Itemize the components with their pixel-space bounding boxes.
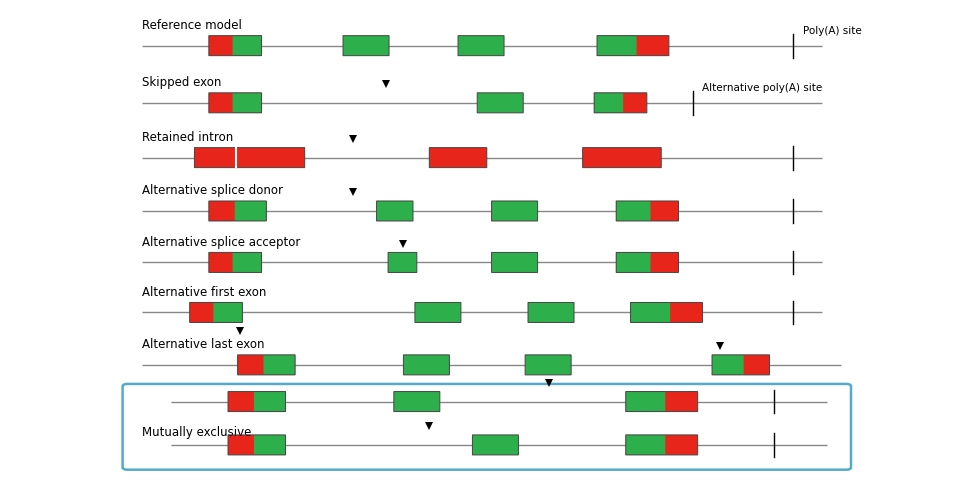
Text: Alternative splice donor: Alternative splice donor (142, 184, 282, 197)
FancyBboxPatch shape (594, 93, 623, 113)
FancyBboxPatch shape (630, 303, 670, 322)
FancyBboxPatch shape (429, 147, 487, 168)
FancyBboxPatch shape (254, 435, 285, 455)
Text: Alternative poly(A) site: Alternative poly(A) site (703, 83, 822, 94)
FancyBboxPatch shape (232, 93, 261, 113)
Text: Alternative last exon: Alternative last exon (142, 338, 264, 351)
FancyBboxPatch shape (616, 201, 651, 221)
FancyBboxPatch shape (477, 93, 523, 113)
Text: Poly(A) site: Poly(A) site (803, 26, 862, 36)
FancyBboxPatch shape (209, 253, 261, 272)
FancyBboxPatch shape (626, 435, 698, 455)
Text: Skipped exon: Skipped exon (142, 76, 221, 89)
FancyBboxPatch shape (616, 253, 679, 272)
Text: Reference model: Reference model (142, 19, 242, 32)
FancyBboxPatch shape (213, 303, 242, 322)
FancyBboxPatch shape (472, 435, 519, 455)
FancyBboxPatch shape (343, 36, 389, 55)
FancyBboxPatch shape (232, 253, 261, 272)
FancyBboxPatch shape (597, 36, 669, 55)
FancyBboxPatch shape (209, 36, 261, 55)
FancyBboxPatch shape (403, 355, 449, 375)
FancyBboxPatch shape (195, 147, 305, 168)
FancyBboxPatch shape (630, 303, 703, 322)
FancyBboxPatch shape (190, 303, 242, 322)
FancyBboxPatch shape (232, 36, 261, 55)
FancyBboxPatch shape (594, 93, 647, 113)
Text: Retained intron: Retained intron (142, 131, 233, 144)
FancyBboxPatch shape (228, 435, 285, 455)
FancyBboxPatch shape (254, 391, 285, 412)
FancyBboxPatch shape (626, 391, 698, 412)
FancyBboxPatch shape (582, 147, 661, 168)
FancyBboxPatch shape (209, 93, 261, 113)
FancyBboxPatch shape (388, 253, 416, 272)
FancyBboxPatch shape (458, 36, 504, 55)
FancyBboxPatch shape (492, 253, 538, 272)
FancyBboxPatch shape (228, 391, 285, 412)
FancyBboxPatch shape (712, 355, 743, 375)
FancyBboxPatch shape (626, 435, 665, 455)
FancyBboxPatch shape (394, 391, 440, 412)
FancyBboxPatch shape (263, 355, 295, 375)
FancyBboxPatch shape (597, 36, 636, 55)
FancyBboxPatch shape (237, 355, 295, 375)
FancyBboxPatch shape (377, 201, 413, 221)
Text: Mutually exclusive: Mutually exclusive (142, 426, 252, 439)
FancyBboxPatch shape (525, 355, 571, 375)
FancyBboxPatch shape (234, 201, 266, 221)
FancyBboxPatch shape (528, 303, 574, 322)
FancyBboxPatch shape (712, 355, 769, 375)
FancyBboxPatch shape (616, 253, 651, 272)
FancyBboxPatch shape (626, 391, 665, 412)
FancyBboxPatch shape (616, 201, 679, 221)
Text: Alternative splice acceptor: Alternative splice acceptor (142, 236, 300, 249)
FancyBboxPatch shape (492, 201, 538, 221)
FancyBboxPatch shape (209, 201, 266, 221)
Text: Alternative first exon: Alternative first exon (142, 286, 266, 299)
FancyBboxPatch shape (415, 303, 461, 322)
